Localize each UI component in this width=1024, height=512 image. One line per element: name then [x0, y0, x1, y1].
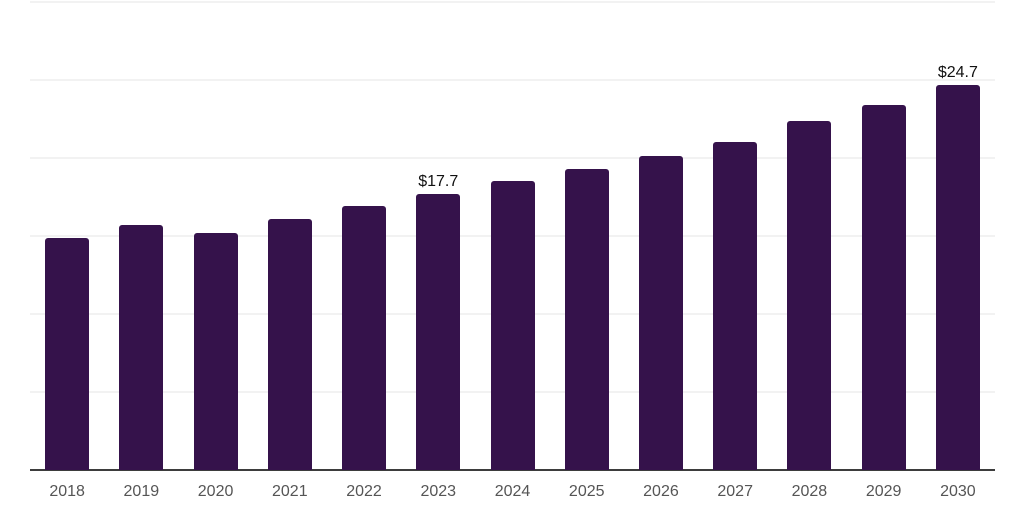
x-tick-label-2024: 2024	[494, 483, 531, 500]
x-tick-label-2026: 2026	[643, 483, 679, 500]
x-tick-label-2021: 2021	[272, 483, 308, 500]
bar-2029	[861, 104, 906, 470]
gridline-30	[30, 1, 995, 3]
x-axis-line	[30, 469, 995, 471]
gridline-25	[30, 79, 995, 81]
gridline-20	[30, 157, 995, 159]
x-tick-label-2030: 2030	[940, 483, 976, 500]
bar-2026	[638, 156, 683, 470]
bar-2020	[193, 232, 238, 470]
x-tick-label-2022: 2022	[346, 483, 382, 500]
x-tick-label-2028: 2028	[791, 483, 828, 500]
x-tick-label-2027: 2027	[717, 483, 753, 500]
bar-2025	[564, 168, 609, 470]
x-tick-label-2018: 2018	[49, 483, 85, 500]
bar-2027	[713, 142, 758, 470]
bar-2021	[267, 218, 312, 470]
x-tick-label-2020: 2020	[197, 483, 234, 500]
x-tick-label-2023: 2023	[420, 483, 457, 500]
bar-2030	[935, 84, 980, 470]
bar-2023	[416, 193, 461, 470]
bar-2024	[490, 181, 535, 470]
bar-2018	[45, 237, 90, 470]
bar-2019	[119, 225, 164, 470]
bar-2022	[342, 206, 387, 470]
x-tick-label-2029: 2029	[865, 483, 902, 500]
bar-2028	[787, 120, 832, 470]
x-tick-label-2025: 2025	[568, 483, 605, 500]
x-tick-label-2019: 2019	[123, 483, 160, 500]
data-label-2030: $24.7	[937, 63, 978, 81]
data-label-2023: $17.7	[418, 172, 459, 190]
